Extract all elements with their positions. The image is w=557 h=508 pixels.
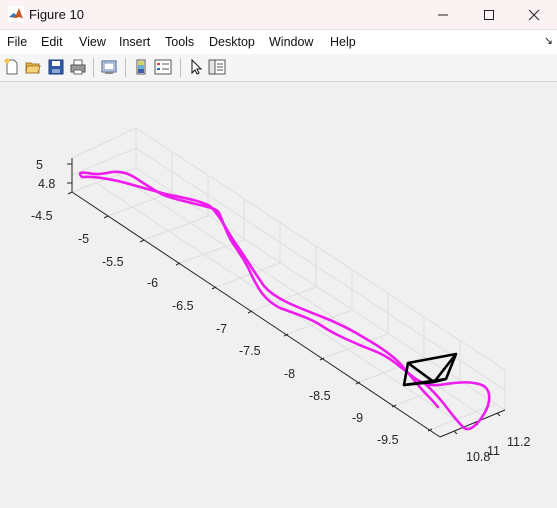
x-tick-label: -6.5 <box>172 299 194 313</box>
maximize-icon <box>484 9 494 20</box>
x-tick-label: -4.5 <box>31 209 53 223</box>
maximize-button[interactable] <box>466 0 512 29</box>
x-tick-label: -7 <box>216 322 227 336</box>
toolbar-separator <box>125 58 126 77</box>
menu-help[interactable]: Help <box>330 35 356 49</box>
x-tick-label: -9 <box>352 411 363 425</box>
matlab-logo-icon <box>8 6 24 22</box>
x-tick-label: -5 <box>78 232 89 246</box>
z-axis-ticks <box>67 163 72 184</box>
print-preview-icon[interactable] <box>100 58 118 76</box>
x-tick-label: -6 <box>147 276 158 290</box>
new-figure-icon[interactable] <box>3 58 21 76</box>
trajectory-line <box>78 170 491 431</box>
x-tick-label: -5.5 <box>102 255 124 269</box>
print-icon[interactable] <box>69 58 87 76</box>
axes-grid <box>71 127 506 438</box>
menu-desktop[interactable]: Desktop <box>209 35 255 49</box>
toolbar-separator <box>180 58 181 77</box>
minimize-button[interactable] <box>420 0 466 29</box>
camera-frustum <box>402 352 458 387</box>
x-tick-label: -9.5 <box>377 433 399 447</box>
z-tick-label: 5 <box>36 158 43 172</box>
window-title: Figure 10 <box>29 7 84 22</box>
menu-view[interactable]: View <box>79 35 106 49</box>
minimize-icon <box>438 14 448 15</box>
x-tick-label: -7.5 <box>239 344 261 358</box>
title-bar: Figure 10 <box>0 0 557 30</box>
y-tick-label: 11 <box>487 444 500 458</box>
x-tick-label: -8 <box>284 367 295 381</box>
close-icon <box>528 9 540 20</box>
dock-arrow-icon[interactable]: ↘ <box>543 35 553 47</box>
menu-file[interactable]: File <box>7 35 28 49</box>
property-inspector-icon[interactable] <box>208 58 226 76</box>
menu-bar: File Edit View Insert Tools Desktop Wind… <box>0 30 557 54</box>
z-tick-label: 4.8 <box>38 177 55 191</box>
figure-toolbar <box>0 54 557 82</box>
toolbar-separator <box>93 58 94 77</box>
menu-tools[interactable]: Tools <box>165 35 195 49</box>
save-icon[interactable] <box>47 58 65 76</box>
x-axis-ticks <box>67 191 433 432</box>
menu-insert[interactable]: Insert <box>119 35 151 49</box>
legend-icon[interactable] <box>154 58 172 76</box>
x-tick-label: -8.5 <box>309 389 331 403</box>
y-tick-label: 10.8 <box>466 450 490 464</box>
colorbar-icon[interactable] <box>132 58 150 76</box>
figure-canvas[interactable]: 5 4.8 -4.5 -5 -5.5 -6 -6.5 -7 -7.5 -8 -8… <box>0 82 557 503</box>
close-button[interactable] <box>511 0 557 29</box>
edit-plot-pointer-icon[interactable] <box>187 58 205 76</box>
y-tick-label: 11.2 <box>507 435 530 449</box>
menu-edit[interactable]: Edit <box>41 35 63 49</box>
axes-3d[interactable]: 5 4.8 -4.5 -5 -5.5 -6 -6.5 -7 -7.5 -8 -8… <box>0 82 557 503</box>
trajectory-line-second-pass <box>80 175 440 409</box>
menu-window[interactable]: Window <box>269 35 314 49</box>
open-file-icon[interactable] <box>24 58 42 76</box>
